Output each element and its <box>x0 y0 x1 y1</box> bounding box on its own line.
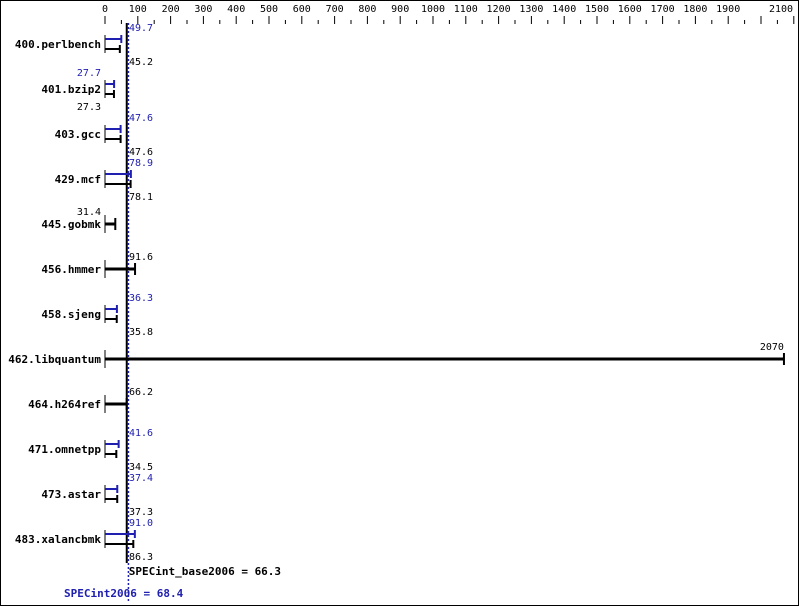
x-tick-label: 900 <box>391 4 409 15</box>
benchmark-label: 471.omnetpp <box>28 443 101 456</box>
x-tick-label: 1700 <box>651 4 675 15</box>
x-tick-label: 100 <box>129 4 147 15</box>
peak-value-label: 37.4 <box>129 473 153 484</box>
base-value-label: 91.6 <box>129 252 153 263</box>
base-value-label: 31.4 <box>77 207 101 218</box>
base-value-label: 86.3 <box>129 552 153 563</box>
base-value-label: 37.3 <box>129 507 153 518</box>
x-tick-label: 1500 <box>585 4 609 15</box>
base-value-label: 66.2 <box>129 387 153 398</box>
benchmark-label: 456.hmmer <box>41 263 101 276</box>
x-tick-label: 200 <box>162 4 180 15</box>
x-tick-label: 700 <box>326 4 344 15</box>
benchmark-label: 464.h264ref <box>28 398 101 411</box>
x-tick-label: 600 <box>293 4 311 15</box>
peak-value-label: 47.6 <box>129 113 153 124</box>
peak-summary-label: SPECint2006 = 68.4 <box>64 587 184 600</box>
x-tick-label: 0 <box>102 4 108 15</box>
x-tick-label: 1200 <box>487 4 511 15</box>
peak-value-label: 78.9 <box>129 158 153 169</box>
x-tick-label: 1300 <box>519 4 543 15</box>
x-tick-label: 1000 <box>421 4 445 15</box>
peak-value-label: 36.3 <box>129 293 153 304</box>
base-value-label: 78.1 <box>129 192 153 203</box>
base-value-label: 47.6 <box>129 147 153 158</box>
x-tick-label: 2100 <box>769 4 793 15</box>
x-tick-label: 1900 <box>716 4 740 15</box>
peak-value-label: 41.6 <box>129 428 153 439</box>
benchmark-label: 403.gcc <box>55 128 101 141</box>
x-tick-label: 800 <box>358 4 376 15</box>
benchmark-label: 462.libquantum <box>8 353 101 366</box>
x-tick-label: 1100 <box>454 4 478 15</box>
x-tick-label: 1600 <box>618 4 642 15</box>
peak-value-label: 91.0 <box>129 518 153 529</box>
x-tick-label: 400 <box>227 4 245 15</box>
base-value-label: 2070 <box>760 342 784 353</box>
benchmark-label: 400.perlbench <box>15 38 101 51</box>
x-tick-label: 300 <box>194 4 212 15</box>
base-value-label: 34.5 <box>129 462 153 473</box>
benchmark-label: 473.astar <box>41 488 101 501</box>
x-tick-label: 500 <box>260 4 278 15</box>
benchmark-label: 445.gobmk <box>41 218 101 231</box>
peak-value-label: 27.7 <box>77 68 101 79</box>
benchmark-label: 429.mcf <box>55 173 101 186</box>
x-tick-label: 1400 <box>552 4 576 15</box>
benchmark-label: 458.sjeng <box>41 308 101 321</box>
benchmark-label: 401.bzip2 <box>41 83 101 96</box>
base-value-label: 45.2 <box>129 57 153 68</box>
base-value-label: 35.8 <box>129 327 153 338</box>
base-summary-label: SPECint_base2006 = 66.3 <box>129 565 281 578</box>
benchmark-label: 483.xalancbmk <box>15 533 101 546</box>
x-tick-label: 1800 <box>683 4 707 15</box>
base-value-label: 27.3 <box>77 102 101 113</box>
peak-value-label: 49.7 <box>129 23 153 34</box>
